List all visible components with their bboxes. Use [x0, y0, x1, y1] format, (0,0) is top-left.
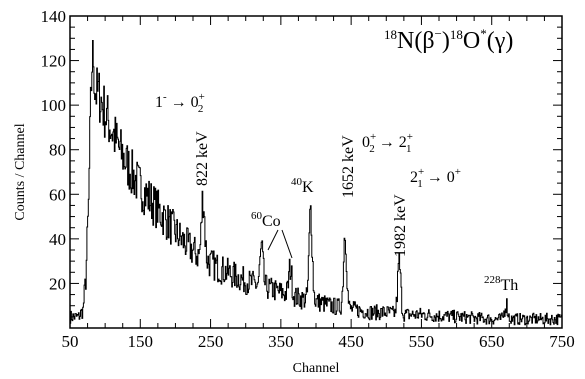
x-tick-label: 250	[198, 332, 224, 351]
x-tick-label: 650	[479, 332, 505, 351]
transition-label-2: 0+ 2 → 2+ 1	[362, 131, 413, 155]
x-tick-label: 350	[268, 332, 294, 351]
x-tick-label: 50	[62, 332, 79, 351]
k40-label: 40K	[291, 176, 314, 196]
x-tick-label: 750	[549, 332, 575, 351]
reaction-part-c: )	[442, 28, 450, 54]
energy-label-1982: 1982 keV	[392, 194, 409, 257]
reaction-part-a: N(β	[397, 28, 435, 54]
x-tick-label: 550	[409, 332, 435, 351]
reaction-part-e: O	[463, 28, 480, 54]
x-axis-title: Channel	[293, 361, 340, 376]
reaction-mass-1: 18	[384, 27, 397, 42]
y-tick-label: 20	[49, 274, 66, 293]
y-tick-label: 140	[41, 7, 67, 26]
reaction-star: *	[480, 26, 487, 41]
x-tick-label: 450	[338, 332, 364, 351]
y-axis-title: Counts / Channel	[13, 123, 28, 220]
reaction-minus: −	[435, 26, 442, 41]
spectrum-line	[70, 40, 563, 326]
y-tick-label: 100	[41, 96, 67, 115]
co60-label: 60Co	[251, 210, 281, 230]
co60-pointer-2	[281, 229, 293, 259]
reaction-part-g: (γ)	[487, 28, 514, 54]
y-tick-label: 40	[49, 230, 66, 249]
th228-label: 228Th	[484, 274, 518, 294]
y-tick-label: 60	[49, 185, 66, 204]
reaction-label: 18N(β−)18O*(γ)	[384, 26, 513, 54]
y-tick-label: 80	[49, 141, 66, 160]
axis-ticks: 50 150 250 350 450 550 650 750 20 40 60 80 100 120 140	[41, 7, 575, 351]
y-tick-label: 120	[41, 52, 67, 71]
x-tick-label: 150	[128, 332, 154, 351]
co60-pointer-1	[267, 229, 279, 251]
transition-label-3: 2+ 1 → 0+	[410, 166, 461, 190]
transition-label-1: 1- → 0+ 2	[155, 91, 205, 115]
reaction-mass-2: 18	[450, 27, 463, 42]
energy-label-1652: 1652 keV	[340, 135, 357, 198]
energy-label-822: 822 keV	[194, 131, 211, 186]
